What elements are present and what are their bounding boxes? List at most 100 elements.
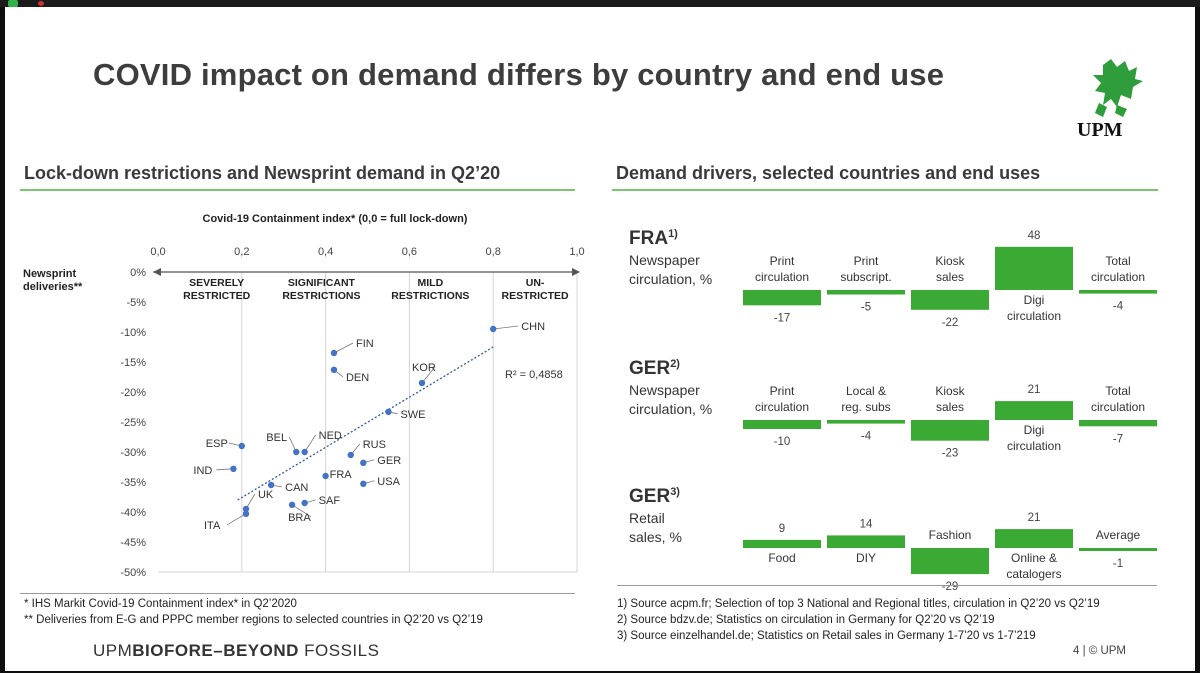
demand-drivers-charts: FRA1) Newspaper circulation, % -17 Print circ… [629, 228, 1157, 593]
bar-category-label: Online & catalogers [1006, 551, 1061, 581]
scatter-point-rus [347, 451, 354, 459]
axis-arrow-left-icon [153, 268, 161, 276]
bar-category-label: Digi circulation [1007, 293, 1061, 323]
scatter-point-label: CHN [521, 321, 545, 333]
brand-biofore: BIOFORE [132, 641, 214, 660]
brand-tagline: UPMBIOFORE–BEYOND FOSSILS [93, 641, 379, 661]
scatter-y-tick: -25% [120, 417, 146, 429]
scatter-chart: Covid-19 Containment index* (0,0 = full … [23, 213, 585, 579]
bar-value-label: -22 [942, 317, 959, 329]
scatter-band-label: SIGNIFICANT RESTRICTIONS [282, 277, 360, 302]
bar-value-label: 21 [1028, 512, 1041, 524]
bar-1-1 [827, 420, 905, 424]
bar-1-4 [1079, 420, 1157, 427]
bar-category-label: DIY [856, 551, 876, 565]
bar-value-label: -17 [774, 312, 791, 324]
bar-1-3 [995, 401, 1073, 420]
scatter-point-den [330, 366, 338, 373]
scatter-x-tick: 0,0 [150, 246, 165, 258]
scatter-leader-line [333, 342, 354, 354]
scatter-point-swe [385, 408, 392, 415]
scatter-point-label: CAN [285, 482, 308, 494]
recording-icon [38, 1, 44, 6]
slide-title: COVID impact on demand differs by countr… [93, 57, 945, 92]
scatter-x-tick: 0,8 [486, 246, 501, 258]
left-section-title: Lock-down restrictions and Newsprint dem… [24, 163, 501, 183]
scatter-point-ger [360, 459, 367, 466]
scatter-point-label: IND [193, 465, 212, 477]
scatter-point-usa [360, 480, 367, 487]
window-top-strip [0, 0, 1200, 7]
bar-category-label: Print circulation [755, 254, 809, 284]
group-title: GER2) [629, 358, 680, 379]
axis-arrow-right-icon [572, 268, 580, 276]
scatter-point-label: FIN [356, 338, 374, 350]
scatter-leader-line [493, 325, 519, 330]
window-status-icon [8, 0, 18, 7]
bar-value-label: 48 [1028, 230, 1041, 242]
scatter-point-label: FRA [330, 469, 353, 481]
scatter-y-tick: 0% [130, 267, 146, 279]
bar-value-label: -23 [942, 448, 959, 460]
scatter-point-label: DEN [346, 372, 369, 384]
upm-griffin-logo-icon [1093, 59, 1143, 117]
scatter-title: Covid-19 Containment index* (0,0 = full … [203, 213, 468, 225]
bar-value-label: -10 [774, 436, 791, 448]
scatter-point-ned [301, 448, 308, 456]
scatter-point-label: BEL [266, 432, 287, 444]
group-subtitle: Newspaper circulation, % [629, 382, 712, 417]
scatter-x-tick: 1,0 [569, 246, 584, 258]
scatter-y-tick: -10% [120, 327, 146, 339]
scatter-point-label: USA [377, 476, 400, 488]
scatter-y-tick: -45% [120, 537, 146, 549]
bar-value-label: 9 [779, 523, 785, 535]
scatter-point-esp [238, 442, 245, 450]
right-footnote-divider [617, 585, 1157, 586]
slide: COVID impact on demand differs by countr… [5, 7, 1195, 671]
scatter-r2-label: R² = 0,4858 [505, 369, 563, 381]
bar-value-label: -7 [1113, 433, 1123, 445]
bar-value-label: 21 [1028, 384, 1041, 396]
bar-value-label: -5 [861, 302, 871, 314]
scatter-point-label: BRA [288, 512, 311, 524]
scatter-trendline [237, 346, 494, 501]
group-subtitle: Retail sales, % [629, 510, 682, 545]
bar-0-1 [827, 290, 905, 295]
page-number: 4 | © UPM [1073, 645, 1126, 657]
scatter-point-label: SWE [400, 409, 425, 421]
footnote-right-3: 3) Source einzelhandel.de; Statistics on… [617, 630, 1036, 642]
bar-1-0 [743, 420, 821, 429]
bar-2-0 [743, 539, 821, 548]
scatter-y-tick: -50% [120, 567, 146, 579]
bar-category-label: Total circulation [1091, 254, 1145, 284]
scatter-y-tick: -20% [120, 387, 146, 399]
logo-text: UPM [1077, 119, 1123, 141]
bar-value-label: -1 [1113, 558, 1123, 570]
scatter-point-kor [418, 379, 426, 387]
scatter-x-tick: 0,6 [402, 246, 417, 258]
bar-category-label: Fashion [929, 528, 972, 542]
scatter-leader-line [304, 434, 316, 453]
scatter-y-tick: -35% [120, 477, 146, 489]
scatter-point-label: KOR [412, 362, 436, 374]
footnote-left-2: ** Deliveries from E-G and PPPC member r… [24, 614, 483, 626]
scatter-ylabel: Newsprint deliveries** [23, 268, 83, 293]
left-footnote-divider [20, 593, 575, 594]
scatter-point-ita [242, 510, 250, 517]
scatter-point-uk [242, 505, 250, 513]
bar-category-label: Print circulation [755, 384, 809, 414]
bar-0-4 [1079, 290, 1157, 294]
scatter-leader-line [421, 366, 436, 384]
scatter-point-fin [330, 349, 338, 357]
bar-value-label: -29 [942, 581, 959, 593]
scatter-point-ind [230, 465, 237, 472]
scatter-point-label: ESP [206, 438, 228, 450]
right-section-underline [612, 189, 1158, 191]
right-section-title: Demand drivers, selected countries and e… [616, 163, 1041, 183]
footnote-right-1: 1) Source acpm.fr; Selection of top 3 Na… [617, 598, 1100, 610]
scatter-band-label: SEVERELY RESTRICTED [183, 277, 251, 302]
scatter-point-label: GER [377, 455, 401, 467]
bar-value-label: -4 [1113, 301, 1124, 313]
bar-0-3 [995, 246, 1073, 290]
scatter-point-chn [490, 325, 497, 333]
